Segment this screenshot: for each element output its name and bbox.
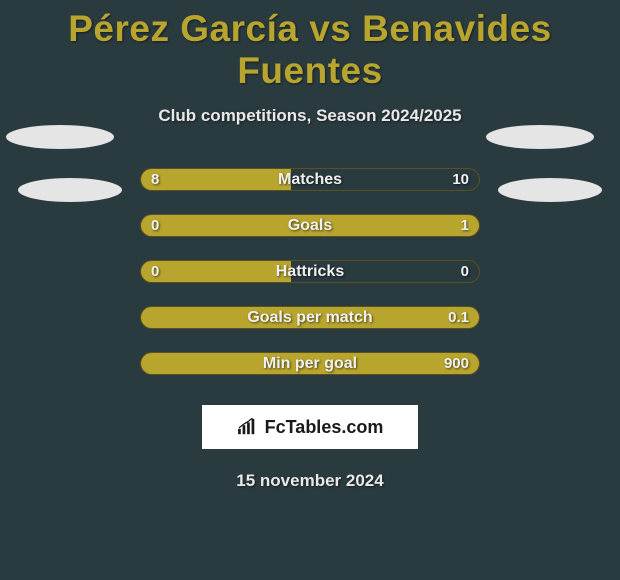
avatar-placeholder xyxy=(498,178,602,202)
stat-value-right: 0 xyxy=(461,261,469,282)
stat-value-left: 0 xyxy=(151,261,159,282)
stat-value-left: 0 xyxy=(151,215,159,236)
stat-fill xyxy=(141,307,479,328)
stat-row: 00Hattricks xyxy=(140,260,480,283)
stat-value-right: 0.1 xyxy=(448,307,469,328)
bar-chart-icon xyxy=(237,418,259,436)
stat-fill-left xyxy=(141,169,291,190)
avatar-placeholder xyxy=(18,178,122,202)
source-logo: FcTables.com xyxy=(202,405,418,449)
stat-row: 0.1Goals per match xyxy=(140,306,480,329)
stat-fill xyxy=(141,353,479,374)
stat-fill-left xyxy=(141,261,291,282)
comparison-subtitle: Club competitions, Season 2024/2025 xyxy=(0,106,620,126)
stat-row: 810Matches xyxy=(140,168,480,191)
stat-row: 900Min per goal xyxy=(140,352,480,375)
stat-value-left: 8 xyxy=(151,169,159,190)
stat-value-right: 1 xyxy=(461,215,469,236)
stat-value-right: 10 xyxy=(452,169,469,190)
comparison-title: Pérez García vs Benavides Fuentes xyxy=(0,0,620,92)
avatar-placeholder xyxy=(6,125,114,149)
source-logo-text: FcTables.com xyxy=(265,417,384,438)
stat-value-right: 900 xyxy=(444,353,469,374)
snapshot-date: 15 november 2024 xyxy=(0,471,620,491)
avatar-placeholder xyxy=(486,125,594,149)
stat-fill xyxy=(141,215,479,236)
stat-row: 01Goals xyxy=(140,214,480,237)
